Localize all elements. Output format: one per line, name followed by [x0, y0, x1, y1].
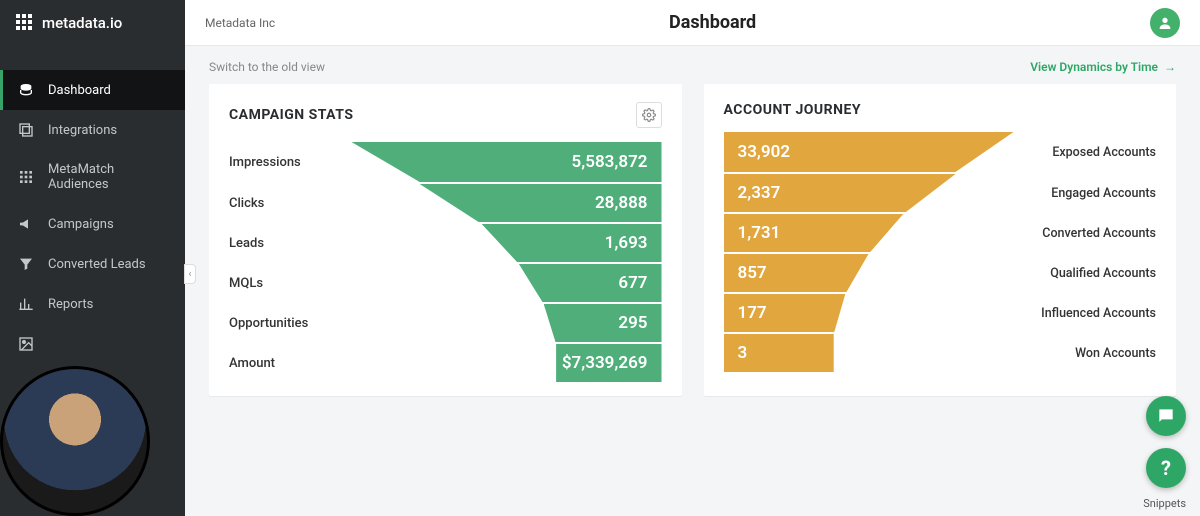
- funnel-value: 1,731: [738, 214, 781, 252]
- funnel-row: Leads 1,693: [229, 222, 662, 262]
- funnel-label: Clicks: [229, 196, 359, 211]
- help-fab[interactable]: ?: [1146, 448, 1186, 488]
- funnel-label: Impressions: [229, 155, 359, 170]
- main: Metadata Inc Dashboard Switch to the old…: [185, 0, 1200, 516]
- question-icon: ?: [1161, 456, 1171, 480]
- funnel-label: Leads: [229, 236, 359, 251]
- brand-name: metadata.io: [42, 14, 122, 32]
- account-journey-card: ACCOUNT JOURNEY 33,902 Exposed Accounts 2,…: [704, 84, 1177, 396]
- funnel-row: Impressions 5,583,872: [229, 142, 662, 182]
- funnel-label: Amount: [229, 356, 359, 371]
- funnel-row: 177 Influenced Accounts: [724, 292, 1157, 332]
- funnel-icon: [18, 256, 34, 272]
- view-dynamics-link[interactable]: View Dynamics by Time →: [1030, 60, 1176, 74]
- funnel-label: Influenced Accounts: [1041, 306, 1156, 321]
- switch-old-view-link[interactable]: Switch to the old view: [209, 60, 325, 74]
- funnel-row: 1,731 Converted Accounts: [724, 212, 1157, 252]
- funnel-row: Opportunities 295: [229, 302, 662, 342]
- sidebar-item-label: Converted Leads: [48, 257, 146, 272]
- logo-icon: [16, 14, 34, 32]
- sidebar-item-campaigns[interactable]: Campaigns: [0, 204, 185, 244]
- campaign-stats-funnel: Impressions 5,583,872 Clicks 28,888 Leads 1,6…: [229, 142, 662, 384]
- funnel-label: MQLs: [229, 276, 359, 291]
- user-avatar[interactable]: [1150, 8, 1180, 38]
- funnel-value: 677: [618, 264, 647, 302]
- chat-icon: [1156, 406, 1176, 426]
- funnel-value: 2,337: [738, 174, 781, 212]
- image-icon: [18, 336, 34, 352]
- sidebar-item-label: MetaMatch Audiences: [48, 162, 167, 192]
- sidebar-item-reports[interactable]: Reports: [0, 284, 185, 324]
- funnel-label: Won Accounts: [1075, 346, 1156, 361]
- funnel-value: 28,888: [595, 184, 648, 222]
- funnel-label: Converted Accounts: [1042, 226, 1156, 241]
- bars-icon: [18, 296, 34, 312]
- funnel-value: 33,902: [738, 132, 791, 172]
- funnel-value: 177: [738, 294, 767, 332]
- funnel-value: 5,583,872: [572, 142, 648, 182]
- funnel-label: Exposed Accounts: [1052, 145, 1156, 160]
- funnel-row: Clicks 28,888: [229, 182, 662, 222]
- sidebar-item-converted-leads[interactable]: Converted Leads: [0, 244, 185, 284]
- gear-icon: [642, 108, 656, 122]
- account-journey-funnel: 33,902 Exposed Accounts 2,337 Engaged Accou…: [724, 132, 1157, 374]
- layers-icon: [18, 122, 34, 138]
- funnel-value: 1,693: [605, 224, 648, 262]
- stack-icon: [18, 82, 34, 98]
- chat-fab[interactable]: [1146, 396, 1186, 436]
- funnel-row: Amount $7,339,269: [229, 342, 662, 382]
- funnel-label: Opportunities: [229, 316, 359, 331]
- brand-logo[interactable]: metadata.io: [0, 0, 185, 46]
- funnel-value: 3: [738, 334, 748, 372]
- arrow-right-icon: →: [1164, 60, 1176, 74]
- funnel-row: 3 Won Accounts: [724, 332, 1157, 372]
- page-title: Dashboard: [275, 12, 1150, 33]
- snippets-label[interactable]: Snippets: [1143, 497, 1186, 510]
- sidebar-item-integrations[interactable]: Integrations: [0, 110, 185, 150]
- sidebar-item-label: Reports: [48, 297, 93, 312]
- grid-icon: [18, 169, 34, 185]
- campaign-stats-settings-button[interactable]: [636, 102, 662, 128]
- sidebar-item-item-6[interactable]: [0, 324, 185, 364]
- sidebar-item-label: Integrations: [48, 123, 117, 138]
- funnel-row: MQLs 677: [229, 262, 662, 302]
- sidebar-item-label: Dashboard: [48, 83, 111, 98]
- funnel-row: 2,337 Engaged Accounts: [724, 172, 1157, 212]
- sidebar: metadata.io Dashboard Integrations MetaMat…: [0, 0, 185, 516]
- sidebar-item-dashboard[interactable]: Dashboard: [0, 70, 185, 110]
- funnel-value: $7,339,269: [562, 344, 648, 382]
- funnel-value: 295: [618, 304, 647, 342]
- sidebar-item-label: Campaigns: [48, 217, 114, 232]
- funnel-value: 857: [738, 254, 767, 292]
- sidebar-item-metamatch-audiences[interactable]: MetaMatch Audiences: [0, 150, 185, 204]
- topbar: Metadata Inc Dashboard: [185, 0, 1200, 46]
- funnel-label: Qualified Accounts: [1050, 266, 1156, 281]
- sidebar-nav: Dashboard Integrations MetaMatch Audiences…: [0, 70, 185, 364]
- funnel-label: Engaged Accounts: [1051, 186, 1156, 201]
- org-name[interactable]: Metadata Inc: [205, 16, 275, 30]
- funnel-row: 33,902 Exposed Accounts: [724, 132, 1157, 172]
- funnel-row: 857 Qualified Accounts: [724, 252, 1157, 292]
- campaign-stats-card: CAMPAIGN STATS Impressions5,583,872Click…: [209, 84, 682, 396]
- subbar: Switch to the old view View Dynamics by …: [185, 46, 1200, 84]
- cards-area: CAMPAIGN STATS Impressions5,583,872Click…: [185, 84, 1200, 396]
- campaign-stats-title: CAMPAIGN STATS: [229, 107, 353, 123]
- megaphone-icon: [18, 216, 34, 232]
- sidebar-collapse-handle[interactable]: ‹: [184, 264, 196, 284]
- presenter-video: [0, 366, 150, 516]
- account-journey-title: ACCOUNT JOURNEY: [724, 102, 862, 118]
- view-dynamics-label: View Dynamics by Time: [1030, 60, 1158, 74]
